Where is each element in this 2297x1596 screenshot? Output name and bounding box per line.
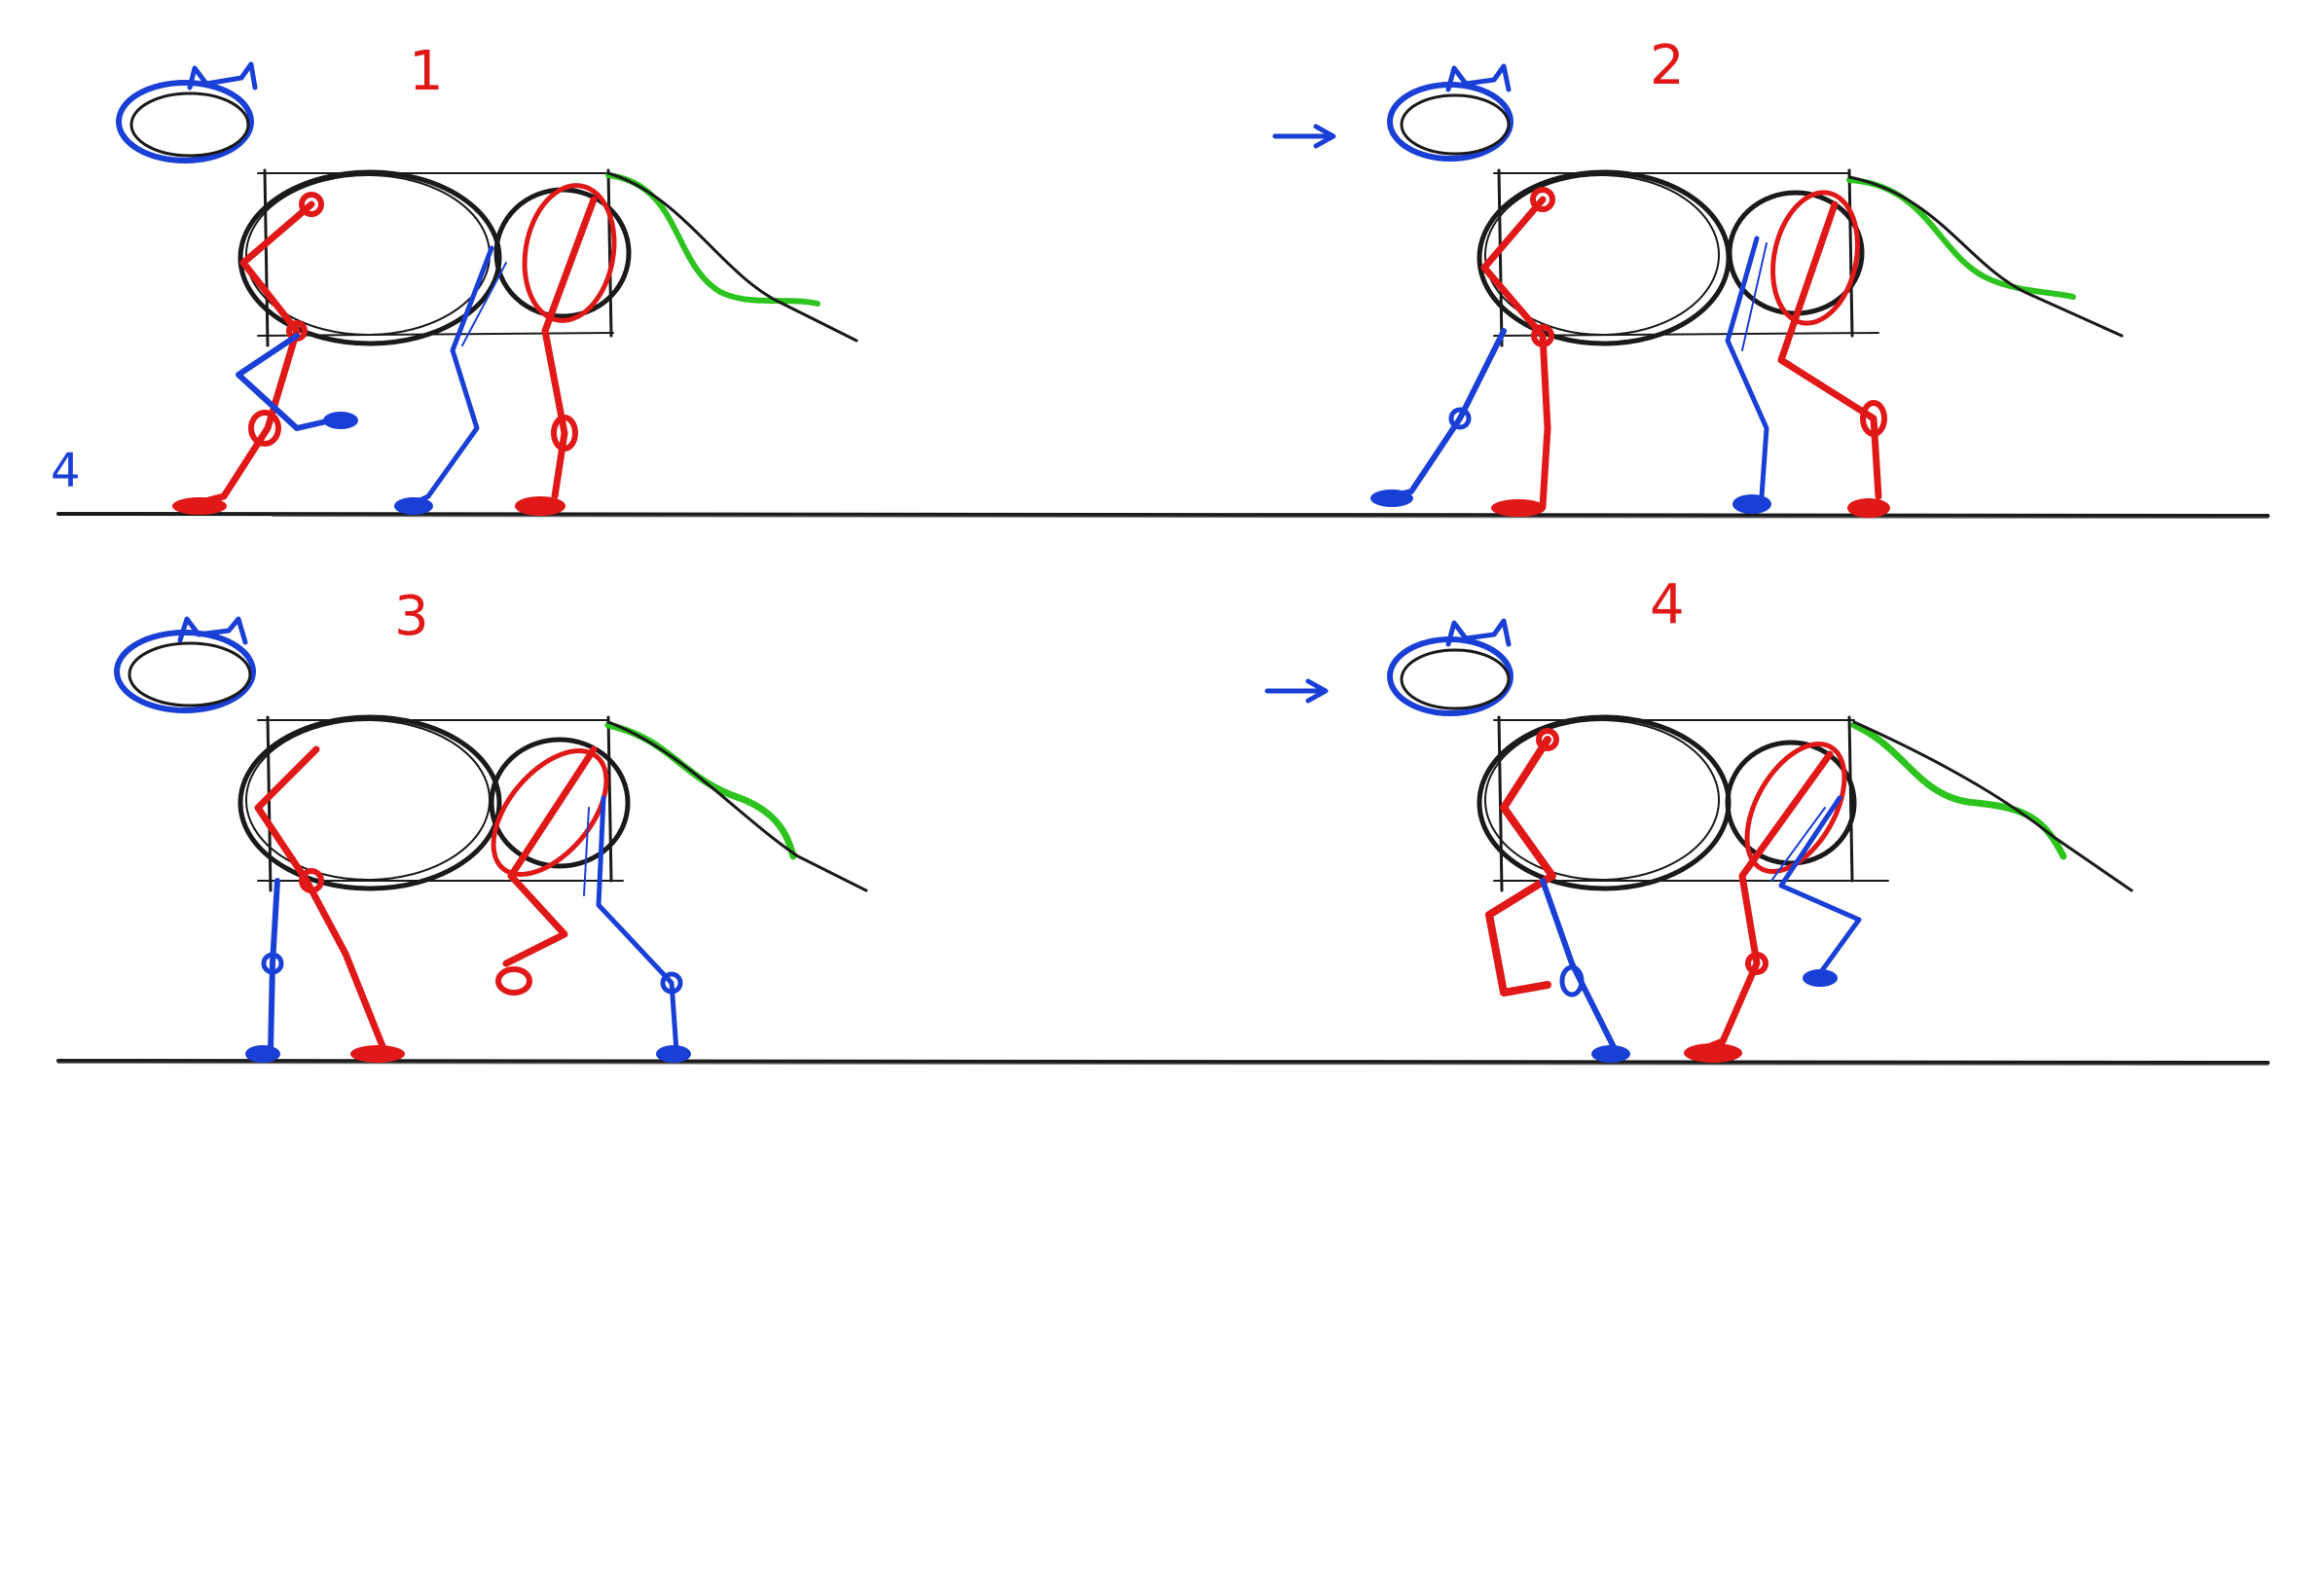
front-leg-near	[1480, 187, 1555, 517]
frame-side-note: 4	[51, 444, 81, 498]
front-leg-far	[236, 333, 358, 431]
wolf-head	[1387, 618, 1513, 716]
frame-1: 1 4	[51, 40, 858, 516]
body-construction	[1477, 714, 1889, 892]
hind-leg-far	[583, 795, 691, 1063]
frame-2: 2	[1272, 34, 2124, 518]
wolf-tail	[605, 171, 858, 343]
front-leg-far	[1540, 878, 1630, 1063]
frame-number: 4	[1650, 573, 1685, 636]
hind-leg-near	[515, 183, 617, 516]
frame-number: 2	[1650, 34, 1685, 97]
front-leg-near	[1485, 728, 1559, 997]
hind-leg-far	[1770, 795, 1862, 987]
hind-leg-near	[491, 745, 609, 996]
hind-leg-far	[1725, 236, 1771, 514]
motion-arrow	[1272, 124, 1336, 149]
body-construction	[237, 714, 631, 892]
ground-line-bottom-row	[56, 1059, 2270, 1066]
frame-3: 3	[114, 585, 868, 1063]
wolf-head	[1387, 63, 1513, 162]
wolf-tail	[1850, 720, 2133, 892]
ground-line-top-row	[56, 512, 2270, 519]
hind-leg-far	[394, 245, 507, 515]
hind-leg-near	[1684, 742, 1847, 1063]
hind-leg-near	[1770, 190, 1890, 518]
frame-4: 4	[1264, 573, 2133, 1063]
front-leg-near	[172, 192, 324, 515]
wolf-head	[116, 61, 258, 163]
motion-arrow	[1264, 678, 1329, 704]
front-leg-near	[254, 745, 405, 1063]
front-leg-far	[245, 878, 284, 1063]
front-leg-far	[1370, 328, 1507, 507]
frame-number: 1	[409, 40, 444, 103]
frame-number: 3	[394, 585, 429, 648]
wolf-tail	[604, 720, 868, 892]
wolf-tail	[1846, 175, 2124, 338]
wolf-head	[114, 616, 256, 713]
